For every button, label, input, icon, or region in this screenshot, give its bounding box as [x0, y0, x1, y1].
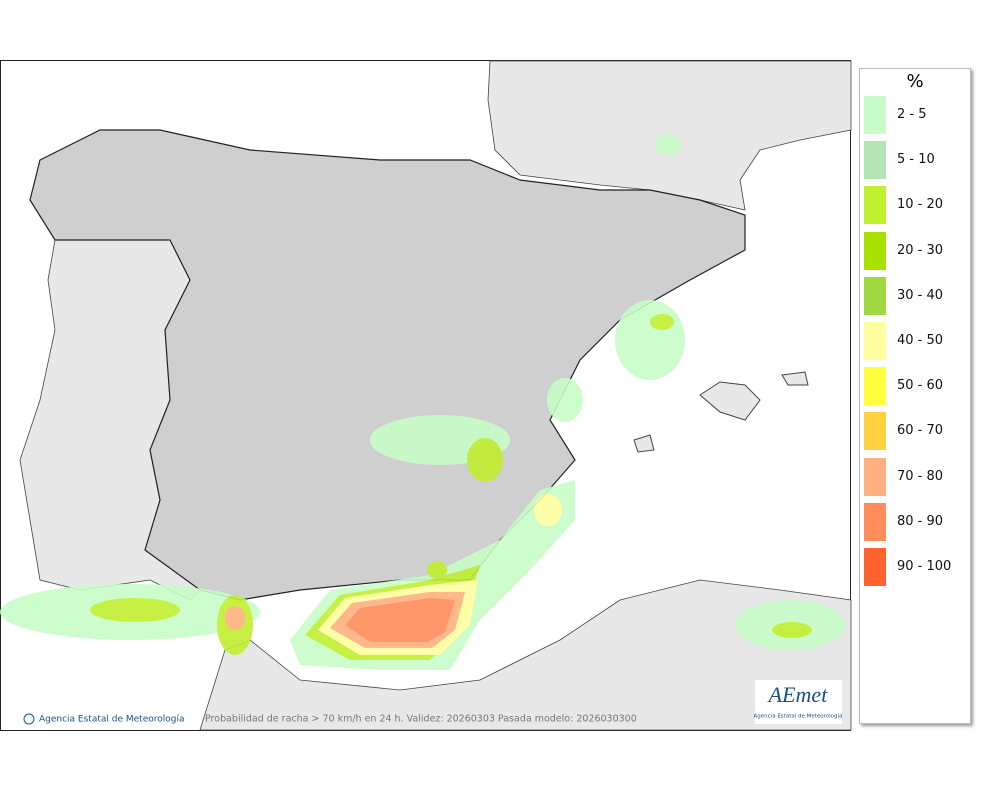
mallorca [699, 381, 761, 421]
legend-label: 90 - 100 [897, 559, 952, 574]
legend-label: 40 - 50 [897, 333, 944, 348]
legend-label: 80 - 90 [897, 513, 944, 529]
probability-areas [0, 135, 845, 670]
copyright-icon [23, 713, 35, 725]
legend-label: 30 - 40 [897, 287, 944, 303]
legend-swatch [864, 502, 886, 541]
area [650, 314, 674, 330]
area [467, 438, 503, 482]
legend-swatch [864, 322, 886, 360]
area [225, 606, 245, 630]
legend-swatch [864, 186, 886, 225]
legend-label: 2 - 5 [897, 107, 927, 122]
legend-swatch [864, 141, 886, 180]
legend-item: 10 - 20 [864, 186, 968, 225]
area [427, 561, 447, 579]
logo-box [755, 680, 842, 724]
legend-swatch [864, 457, 886, 496]
area [345, 598, 455, 642]
legend-label: 20 - 30 [897, 242, 944, 258]
legend-label: 60 - 70 [897, 423, 944, 439]
legend-item: 60 - 70 [864, 412, 968, 451]
map: Agencia Estatal de Meteorología Probabil… [0, 60, 852, 731]
legend-swatch [864, 96, 886, 134]
legend-item: 5 - 10 [864, 141, 968, 180]
legend-item: 2 - 5 [864, 96, 968, 134]
ibiza [633, 434, 655, 453]
credit: Agencia Estatal de Meteorología [39, 715, 185, 725]
legend-item: 70 - 80 [864, 457, 968, 496]
area [772, 622, 812, 638]
area [654, 135, 682, 155]
legend: % 2 - 5 5 - 10 10 - 20 20 - 30 30 - 40 40 - 5… [859, 68, 971, 724]
legend-item: 40 - 50 [864, 322, 968, 360]
spain [29, 129, 746, 601]
legend-item: 50 - 60 [864, 367, 968, 406]
area [534, 494, 562, 526]
legend-title: % [906, 71, 924, 92]
area [547, 378, 583, 422]
legend-swatch [864, 548, 886, 586]
legend-swatch [864, 276, 886, 315]
legend-item: 30 - 40 [864, 276, 968, 315]
legend-label: 5 - 10 [897, 152, 935, 168]
legend-label: 70 - 80 [897, 468, 944, 484]
area [615, 300, 685, 380]
logo: AEmet [767, 682, 829, 707]
legend-label: 50 - 60 [897, 378, 944, 394]
area [90, 598, 180, 622]
menorca [781, 371, 809, 386]
legend-label: 10 - 20 [897, 197, 944, 213]
legend-swatch [864, 412, 886, 451]
logo-subtitle: Agencia Estatal de Meteorología [754, 713, 843, 720]
legend-swatch [864, 231, 886, 270]
legend-item: 90 - 100 [864, 548, 968, 586]
legend-swatch [864, 367, 886, 406]
caption: Probabilidad de racha > 70 km/h en 24 h.… [205, 714, 637, 725]
legend-item: 20 - 30 [864, 231, 968, 270]
legend-item: 80 - 90 [864, 502, 968, 541]
